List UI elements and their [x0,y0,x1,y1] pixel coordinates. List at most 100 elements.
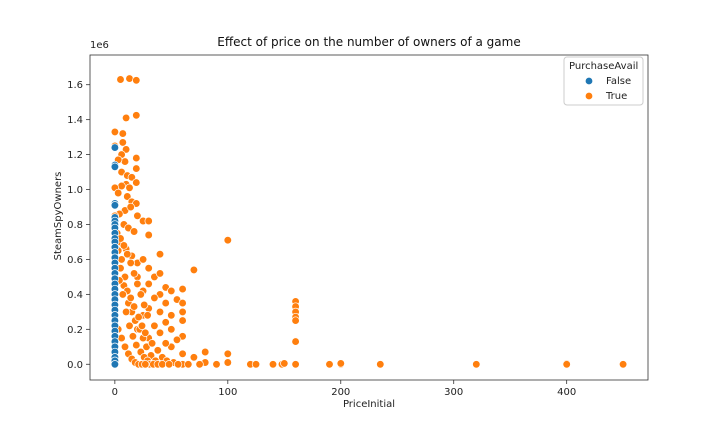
y-tick-label: 0.0 [67,360,83,371]
data-point [223,349,232,358]
data-point [133,279,142,289]
data-point [134,312,143,322]
data-point [195,360,204,369]
data-point [178,284,187,294]
data-point [129,302,139,311]
x-tick-label: 0 [112,387,118,398]
data-point [132,76,141,85]
data-point [189,265,199,275]
data-point [132,178,141,187]
data-point [137,321,147,330]
y-axis: 0.0 0.2 0.4 0.6 0.8 1.0 1.2 1.4 1.6 [67,80,90,371]
data-point [141,360,150,369]
x-axis: 0 100 200 300 400 [112,380,576,398]
y-tick-label: 0.4 [67,290,83,301]
data-point [118,129,127,138]
y-tick-label: 0.6 [67,255,83,266]
data-point [141,328,150,337]
data-point [155,328,165,337]
data-point [140,300,149,310]
y-offset-label: 1e6 [90,40,109,51]
data-point [132,340,141,350]
data-point [223,358,232,367]
data-point [132,111,141,120]
data-point [126,202,135,212]
data-point [201,347,210,357]
data-point [472,360,481,369]
y-tick-label: 1.0 [67,185,83,196]
data-point [138,255,148,264]
data-point [618,360,628,369]
data-point [143,311,152,320]
data-point [110,143,120,152]
legend-label-false: False [606,76,631,87]
y-tick-label: 0.8 [67,220,83,231]
data-point [161,339,170,348]
data-point [132,153,141,163]
data-point [121,113,131,123]
data-point [562,360,571,369]
data-point [126,258,135,268]
y-axis-label: SteamSpyOwners [53,172,64,261]
legend-title: PurchaseAvail [569,61,638,72]
legend-marker-false [584,76,594,86]
data-point [129,227,139,236]
data-point [110,127,120,137]
data-point [125,74,134,83]
data-point [126,293,135,303]
data-point [280,359,289,368]
data-point [121,145,131,154]
data-point [167,286,176,296]
y-tick-label: 1.2 [67,150,83,161]
data-point [144,279,153,289]
legend-marker-true [584,91,594,101]
data-point [164,360,174,369]
series-false [110,143,120,369]
data-point [325,360,334,369]
data-point [291,337,300,346]
data-point [291,316,300,325]
data-point [178,316,187,325]
data-point [120,342,130,351]
data-point [121,307,131,317]
data-point [178,349,187,358]
data-point [150,321,159,330]
data-point [172,335,182,344]
x-tick-label: 200 [331,387,350,398]
legend-box [563,56,644,106]
data-point [251,360,261,369]
data-point [223,236,232,245]
data-point [110,360,120,369]
data-point [167,311,176,320]
data-point [120,157,130,166]
plot-frame [89,54,649,381]
data-point [268,360,278,369]
data-point [123,250,132,259]
data-point [118,290,127,299]
data-point [178,307,187,317]
data-point [110,201,120,210]
data-point [155,269,165,278]
legend-label-true: True [605,91,627,102]
chart-title: Effect of price on the number of owners … [217,35,520,49]
data-point [133,211,142,220]
data-point [161,298,170,308]
data-point [336,359,345,368]
data-point [155,250,165,259]
data-point [161,318,170,327]
data-point [291,360,300,369]
data-point [114,188,123,198]
data-point [128,332,138,341]
data-point [189,353,199,362]
data-point [136,290,145,299]
data-point [125,321,134,330]
data-point [155,307,165,317]
data-point [132,164,141,173]
data-point [144,230,153,240]
data-point [167,325,176,334]
data-point [150,293,159,303]
x-tick-label: 400 [557,387,576,398]
data-point [178,298,187,308]
data-point [129,269,139,278]
